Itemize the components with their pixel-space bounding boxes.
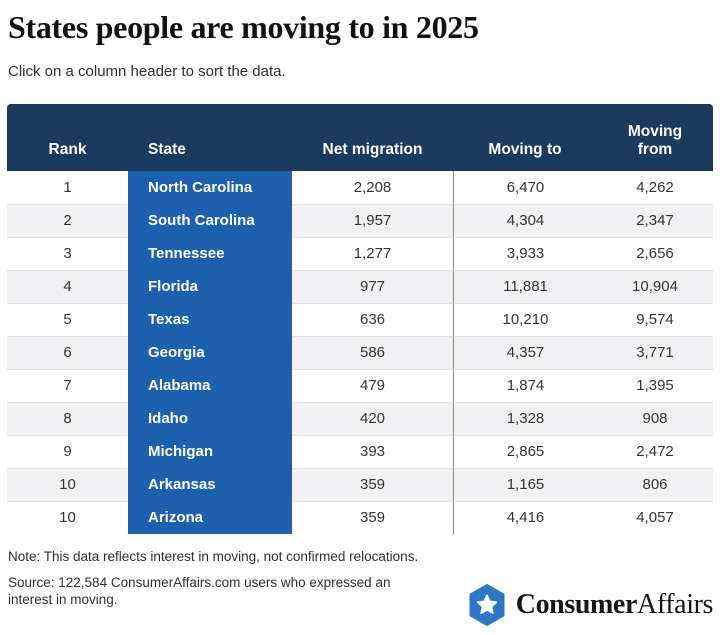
brand-wordmark: ConsumerAffairs [515, 589, 714, 621]
cell-rank: 10 [7, 467, 128, 501]
cell-net-migration: 1,277 [292, 236, 453, 270]
page-title: States people are moving to in 2025 [8, 9, 479, 45]
cell-state: Florida [128, 269, 292, 303]
migration-table: Rank State Net migration Moving to Movin… [7, 103, 713, 534]
hexagon-star-icon [469, 584, 505, 626]
cell-state: Texas [128, 302, 292, 336]
cell-net-migration: 586 [292, 335, 453, 369]
table-row: 9 Michigan 393 2,865 2,472 [7, 434, 713, 468]
cell-state: Georgia [128, 335, 292, 369]
table-row: 4 Florida 977 11,881 10,904 [7, 269, 713, 303]
brand-wordmark-bold: Consumer [515, 589, 638, 620]
cell-rank: 7 [7, 368, 128, 402]
table-row: 3 Tennessee 1,277 3,933 2,656 [7, 236, 713, 270]
cell-moving-to: 11,881 [453, 269, 597, 303]
cell-rank: 5 [7, 302, 128, 336]
cell-moving-from: 4,262 [636, 178, 674, 196]
cell-state: Idaho [128, 401, 292, 435]
column-header-moving-to[interactable]: Moving to [488, 140, 562, 158]
cell-moving-to: 6,470 [453, 170, 597, 204]
cell-net-migration: 420 [292, 401, 453, 435]
cell-net-migration: 479 [292, 368, 453, 402]
cell-moving-from: 1,395 [597, 368, 713, 402]
table-row: 6 Georgia 586 4,357 3,771 [7, 335, 713, 369]
cell-rank: 2 [7, 203, 128, 237]
cell-moving-from: 10,904 [597, 269, 713, 303]
cell-moving-to: 3,933 [453, 236, 597, 270]
cell-state: Alabama [128, 368, 292, 402]
cell-state: Arizona [128, 500, 292, 534]
cell-moving-to: 4,304 [453, 203, 597, 237]
table-row: 2 South Carolina 1,957 4,304 2,347 [7, 203, 713, 237]
cell-rank: 6 [7, 335, 128, 369]
table-body: 1 North Carolina 2,208 6,470 4,262 2 South Car… [7, 170, 713, 534]
cell-state: Michigan [128, 434, 292, 468]
cell-moving-from: 4,057 [597, 500, 713, 534]
cell-moving-to: 2,865 [453, 434, 597, 468]
cell-rank: 1 [63, 178, 72, 196]
table-row: 10 Arizona 359 4,416 4,057 [7, 500, 713, 534]
note-text: Note: This data reflects interest in mov… [8, 548, 419, 564]
cell-net-migration: 1,957 [292, 203, 453, 237]
footnotes: Note: This data reflects interest in mov… [0, 534, 438, 609]
cell-moving-from: 2,656 [597, 236, 713, 270]
cell-moving-from: 2,472 [597, 434, 713, 468]
cell-state: Tennessee [128, 236, 292, 270]
column-header-state[interactable]: State [148, 140, 186, 158]
column-header-net-migration[interactable]: Net migration [322, 140, 423, 158]
cell-net-migration: 359 [292, 500, 453, 534]
cell-moving-to: 1,874 [453, 368, 597, 402]
cell-moving-from: 9,574 [597, 302, 713, 336]
cell-moving-from: 908 [597, 401, 713, 435]
cell-moving-from: 2,347 [597, 203, 713, 237]
table-row: 8 Idaho 420 1,328 908 [7, 401, 713, 435]
brand-wordmark-regular: Affairs [637, 589, 713, 620]
cell-moving-to: 4,357 [453, 335, 597, 369]
cell-net-migration: 636 [292, 302, 453, 336]
cell-moving-to: 1,328 [453, 401, 597, 435]
cell-moving-from: 806 [597, 467, 713, 501]
sort-hint-subtitle: Click on a column header to sort the dat… [8, 62, 286, 80]
table-row: 10 Arkansas 359 1,165 806 [7, 467, 713, 501]
cell-net-migration: 2,208 [353, 178, 392, 196]
source-text: Source: 122,584 ConsumerAffairs.com user… [8, 574, 391, 608]
consumeraffairs-logo: ConsumerAffairs [467, 584, 713, 626]
cell-rank: 4 [7, 269, 128, 303]
cell-state: Arkansas [128, 467, 292, 501]
cell-state: South Carolina [128, 203, 292, 237]
column-header-rank[interactable]: Rank [48, 140, 87, 158]
cell-rank: 10 [7, 500, 128, 534]
cell-rank: 9 [7, 434, 128, 468]
cell-moving-to: 4,416 [453, 500, 597, 534]
cell-rank: 3 [7, 236, 128, 270]
cell-rank: 8 [7, 401, 128, 435]
table-row: 5 Texas 636 10,210 9,574 [7, 302, 713, 336]
cell-moving-from: 3,771 [597, 335, 713, 369]
cell-net-migration: 359 [292, 467, 453, 501]
cell-moving-to: 10,210 [453, 302, 597, 336]
cell-net-migration: 977 [292, 269, 453, 303]
cell-state: North Carolina [128, 170, 292, 204]
column-header-moving-from[interactable]: Moving from [627, 123, 683, 158]
table-row: 7 Alabama 479 1,874 1,395 [7, 368, 713, 402]
table-row: 1 North Carolina 2,208 6,470 4,262 [7, 170, 713, 204]
cell-moving-to: 1,165 [453, 467, 597, 501]
table-header-row: Rank State Net migration Moving to Movin… [7, 103, 713, 171]
cell-net-migration: 393 [292, 434, 453, 468]
